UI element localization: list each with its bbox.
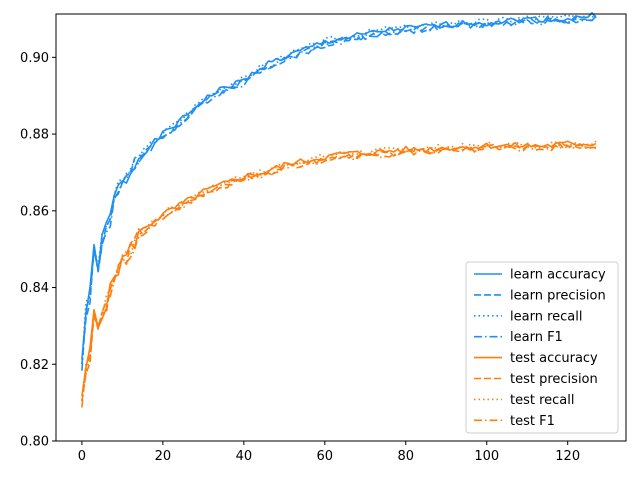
series-line-learn-f1 — [81, 14, 597, 371]
legend-label: test accuracy — [510, 351, 598, 366]
ticks-layer: 0 20 40 60 80 100 120 0.80 0.82 0.84 0.86 0.88 0.90 — [20, 51, 580, 464]
legend-label: learn accuracy — [510, 268, 606, 283]
y-tick-label: 0.80 — [20, 435, 49, 450]
series-layer — [81, 11, 597, 408]
y-tick-label: 0.84 — [20, 281, 49, 296]
series-line-learn-recall — [81, 13, 597, 365]
x-tick-label: 20 — [155, 449, 172, 464]
legend-box — [465, 261, 619, 434]
x-tick-label: 60 — [317, 449, 334, 464]
legend-label: test F1 — [510, 414, 555, 429]
legend-label: test precision — [510, 372, 598, 387]
series-line-test-accuracy — [81, 140, 597, 397]
x-tick-label: 0 — [78, 449, 86, 464]
y-tick-label: 0.86 — [20, 204, 49, 219]
x-tick-label: 80 — [397, 449, 414, 464]
legend-label: test recall — [510, 393, 575, 408]
legend-label: learn precision — [510, 288, 606, 303]
y-tick-label: 0.88 — [20, 128, 49, 143]
legend-label: learn F1 — [510, 330, 563, 345]
y-tick-label: 0.90 — [20, 51, 49, 66]
axes-frame — [55, 13, 627, 442]
x-tick-label: 100 — [474, 449, 499, 464]
x-tick-label: 120 — [555, 449, 580, 464]
x-tick-label: 40 — [236, 449, 253, 464]
legend: learn accuracy learn precision learn recal… — [465, 261, 619, 434]
legend-label: learn recall — [510, 309, 582, 324]
series-line-test-f1 — [81, 143, 597, 408]
y-tick-label: 0.82 — [20, 358, 49, 373]
